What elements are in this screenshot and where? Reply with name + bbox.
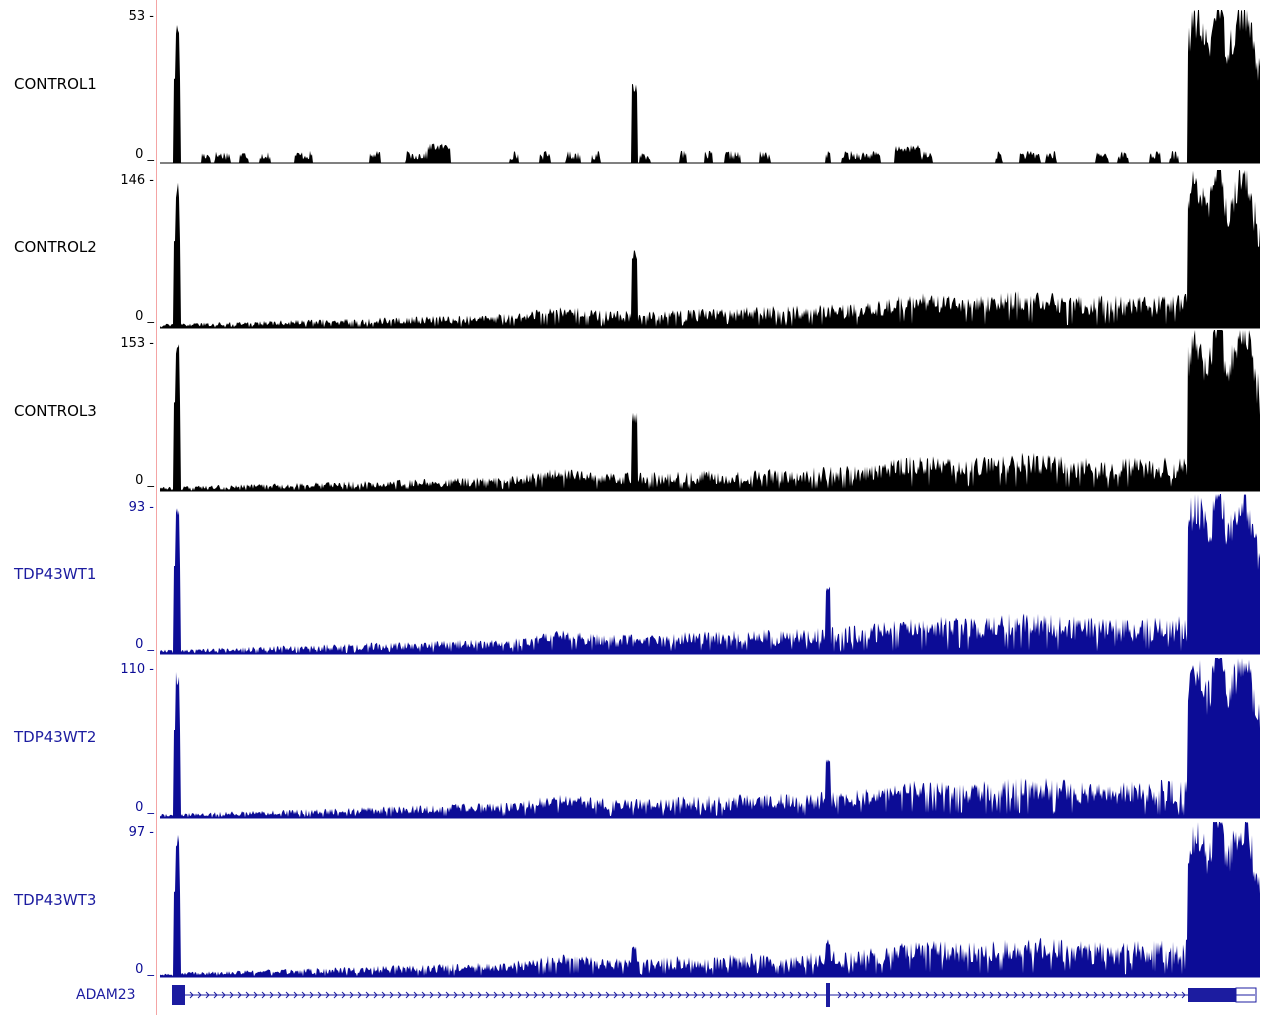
gene-label[interactable]: ADAM23 [76,987,136,1003]
utr-outline [1235,987,1257,1003]
axis-max-label: 97 - [128,825,154,840]
axis-max-label: 153 - [120,336,154,351]
axis-max-label: 53 - [128,9,154,24]
axis-min-label: 0 _ [135,962,154,977]
axis-min-label: 0 _ [135,473,154,488]
track-label[interactable]: CONTROL1 [14,75,97,93]
track-control3[interactable]: 153 - CONTROL3 0 _ [0,328,1264,492]
gene-model[interactable] [160,980,1260,1015]
coverage-signal [160,10,1260,164]
axis-min-label: 0 _ [135,800,154,815]
coverage-area [160,170,1260,328]
coverage-signal [160,822,1260,978]
coverage-area [160,10,1260,163]
coverage-signal [160,330,1260,492]
axis-min-label: 0 _ [135,309,154,324]
track-control2[interactable]: 146 - CONTROL2 0 _ [0,164,1264,329]
track-label[interactable]: TDP43WT3 [14,891,97,909]
track-tdp43wt2[interactable]: 110 - TDP43WT2 0 _ [0,656,1264,820]
axis-max-label: 93 - [128,500,154,515]
coverage-signal [160,658,1260,819]
exon-block [172,985,185,1005]
axis-max-label: 146 - [120,173,154,188]
track-label[interactable]: CONTROL2 [14,238,97,256]
exon-block [826,983,830,1007]
coverage-signal [160,494,1260,655]
track-tdp43wt3[interactable]: 97 - TDP43WT3 0 _ [0,820,1264,984]
utr-block [1188,988,1236,1002]
coverage-area [160,330,1260,491]
track-label[interactable]: CONTROL3 [14,402,97,420]
track-label[interactable]: TDP43WT1 [14,565,97,583]
track-control1[interactable]: 53 - CONTROL1 0 _ [0,0,1264,164]
coverage-area [160,494,1260,654]
track-label[interactable]: TDP43WT2 [14,728,97,746]
coverage-signal [160,170,1260,329]
axis-min-label: 0 _ [135,637,154,652]
label-divider-line [156,0,157,1015]
axis-max-label: 110 - [120,662,154,677]
coverage-area [160,658,1260,818]
coverage-area [160,822,1260,977]
track-tdp43wt1[interactable]: 93 - TDP43WT1 0 _ [0,492,1264,656]
axis-min-label: 0 _ [135,147,154,162]
